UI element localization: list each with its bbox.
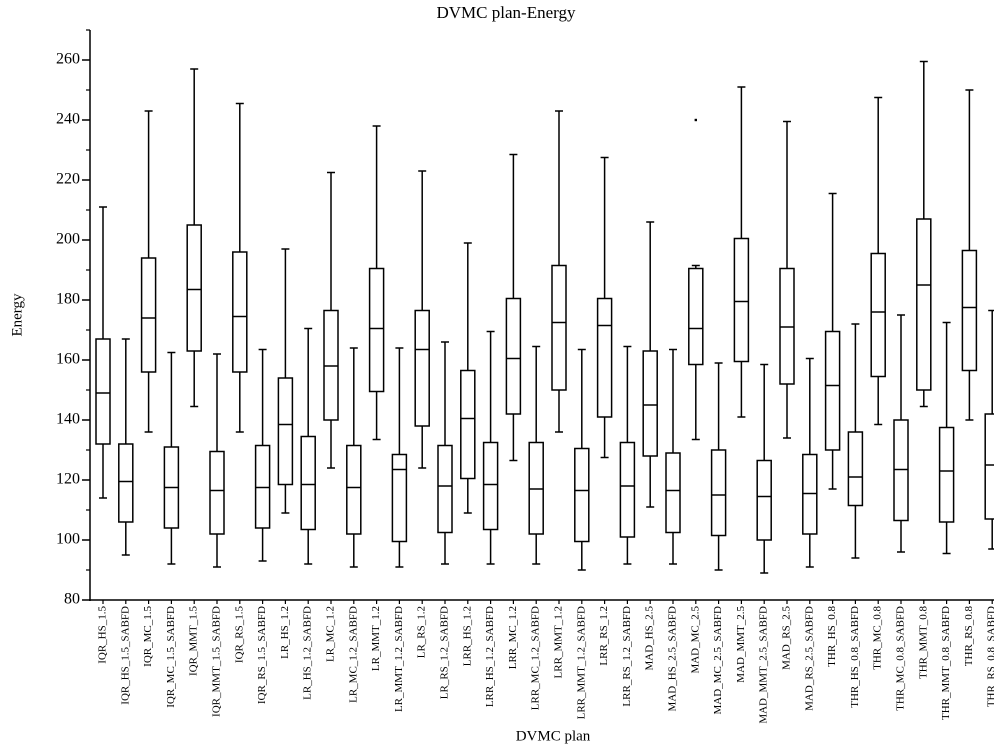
x-tick-label: IQR_RS_1.5 xyxy=(233,606,245,664)
x-tick-label: LR_MC_1.2_SABFD xyxy=(347,606,359,703)
box xyxy=(505,297,522,415)
x-tick-label: IQR_MC_1.5_SABFD xyxy=(165,606,177,708)
x-tick-label: MAD_HS_2.5 xyxy=(644,606,656,671)
y-tick-label: 160 xyxy=(56,351,80,368)
box xyxy=(140,257,157,373)
x-tick-label: MAD_MC_2.5 xyxy=(689,606,701,674)
box xyxy=(984,413,994,520)
x-tick-label: THR_HS_0.8 xyxy=(826,606,838,667)
x-tick-label: IQR_HS_1.5_SABFD xyxy=(119,606,131,705)
x-tick-label: IQR_MMT_1.5 xyxy=(188,606,200,676)
box xyxy=(665,452,681,534)
box xyxy=(574,447,590,543)
x-tick-label: MAD_MMT_2.5 xyxy=(735,606,747,683)
x-tick-label: LRR_MC_1.2 xyxy=(507,606,519,669)
y-tick-label: 120 xyxy=(56,471,80,488)
box xyxy=(300,435,316,531)
box xyxy=(961,249,978,372)
x-tick-label: LRR_RS_1.2 xyxy=(598,606,610,666)
y-tick-label: 200 xyxy=(56,231,80,248)
x-tick-label: MAD_MMT_2.5_SABFD xyxy=(758,606,770,724)
box xyxy=(938,426,955,523)
x-tick-label: LR_HS_1.2 xyxy=(279,606,291,659)
box xyxy=(551,264,567,391)
box xyxy=(368,267,385,393)
box xyxy=(824,330,841,451)
box xyxy=(482,441,499,531)
box xyxy=(619,441,636,538)
x-tick-label: LR_RS_1.2 xyxy=(416,606,428,658)
x-tick-label: THR_MC_0.8 xyxy=(872,606,884,670)
box xyxy=(733,237,750,363)
box xyxy=(391,453,408,543)
box xyxy=(437,444,453,534)
box xyxy=(118,443,134,523)
box xyxy=(232,251,248,373)
box xyxy=(460,369,476,480)
x-tick-label: LRR_RS_1.2_SABFD xyxy=(621,606,633,707)
x-tick-label: LR_MMT_1.2_SABFD xyxy=(393,606,405,712)
box xyxy=(209,450,225,535)
x-tick-label: THR_MC_0.8_SABFD xyxy=(895,606,907,711)
box xyxy=(277,377,294,486)
x-tick-label: LRR_MC_1.2_SABFD xyxy=(530,606,542,710)
x-tick-label: MAD_HS_2.5_SABFD xyxy=(667,606,679,711)
x-tick-label: LRR_HS_1.2 xyxy=(461,606,473,666)
box xyxy=(642,350,658,457)
x-tick-label: IQR_MMT_1.5_SABFD xyxy=(211,606,223,717)
y-tick-label: 220 xyxy=(56,171,80,188)
x-tick-label: LRR_HS_1.2_SABFD xyxy=(484,606,496,707)
x-tick-label: LR_RS_1.2_SABFD xyxy=(439,606,451,699)
box xyxy=(186,224,202,352)
x-tick-label: IQR_MC_1.5 xyxy=(142,606,154,667)
y-tick-label: 240 xyxy=(56,111,80,128)
box xyxy=(756,459,772,541)
box xyxy=(414,309,430,427)
x-tick-label: IQR_RS_1.5_SABFD xyxy=(256,606,268,704)
y-tick-label: 140 xyxy=(56,411,80,428)
y-tick-label: 100 xyxy=(56,531,80,548)
x-tick-label: THR_RS_0.8_SABFD xyxy=(986,606,994,707)
box xyxy=(710,449,727,537)
chart-title: DVMC plan-Energy xyxy=(437,3,576,22)
y-tick-label: 180 xyxy=(56,291,80,308)
x-tick-label: THR_MMT_0.8_SABFD xyxy=(940,606,952,720)
y-axis-label: Energy xyxy=(9,293,25,337)
x-tick-label: LRR_MMT_1.2_SABFD xyxy=(575,606,587,719)
y-tick-label: 80 xyxy=(64,591,80,608)
x-tick-label: MAD_RS_2.5 xyxy=(781,606,793,670)
box xyxy=(916,218,932,391)
x-tick-label: MAD_RS_2.5_SABFD xyxy=(803,606,815,711)
x-tick-label: IQR_HS_1.5 xyxy=(97,606,109,664)
y-tick-label: 260 xyxy=(56,51,80,68)
x-tick-label: THR_MMT_0.8 xyxy=(917,606,929,680)
x-tick-label: THR_RS_0.8 xyxy=(963,606,975,667)
x-tick-label: LR_HS_1.2_SABFD xyxy=(302,606,314,700)
box xyxy=(870,252,886,378)
box xyxy=(346,444,362,535)
x-tick-label: LR_MMT_1.2 xyxy=(370,606,382,671)
x-tick-label: LR_MC_1.2 xyxy=(325,606,337,662)
x-tick-label: LRR_MMT_1.2 xyxy=(553,606,565,678)
x-tick-label: THR_HS_0.8_SABFD xyxy=(849,606,861,708)
x-axis-label: DVMC plan xyxy=(516,728,591,744)
box xyxy=(95,338,111,445)
box xyxy=(596,297,613,418)
x-tick-label: MAD_MC_2.5_SABFD xyxy=(712,606,724,715)
box xyxy=(688,267,704,366)
outlier xyxy=(694,118,697,122)
box xyxy=(847,431,864,507)
